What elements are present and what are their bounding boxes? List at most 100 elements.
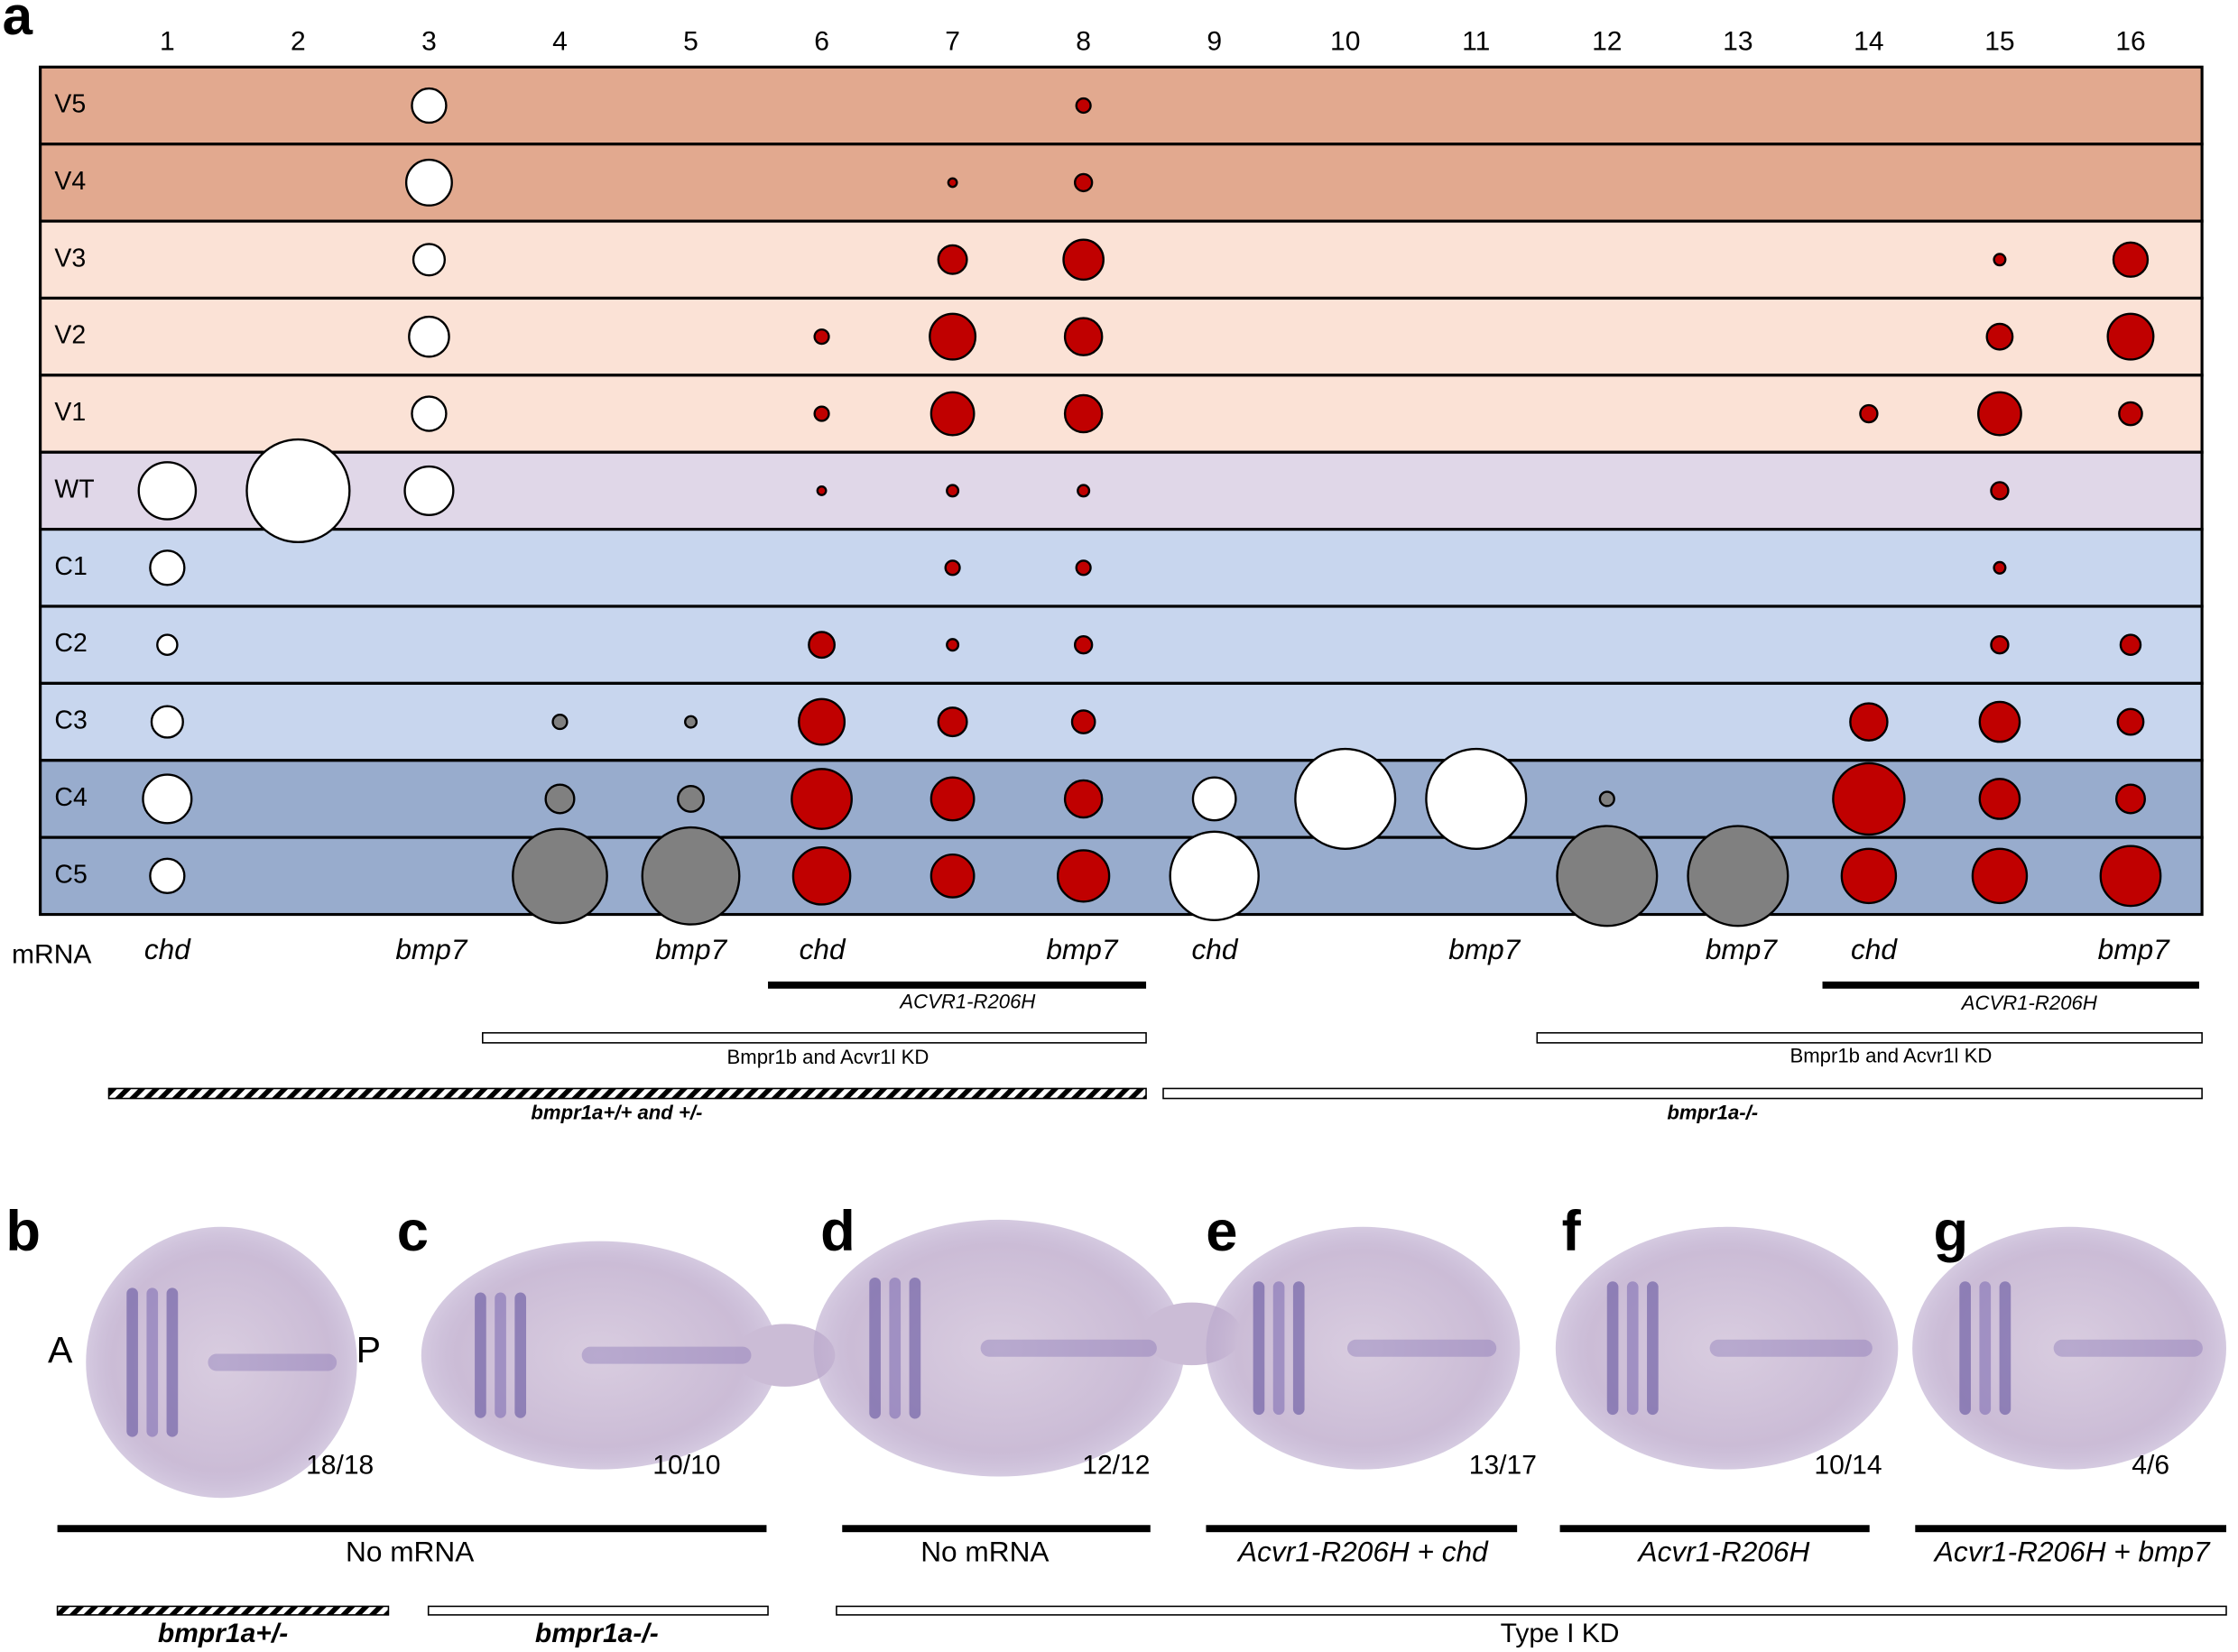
label: 13: [1723, 26, 1752, 56]
bar: [836, 1605, 2227, 1616]
label: V5: [54, 90, 86, 119]
label: chd: [1851, 933, 1898, 965]
label: 15: [1984, 26, 2014, 56]
dot: [816, 485, 828, 496]
label: bmp7: [1706, 933, 1778, 965]
label: f: [1562, 1200, 1582, 1263]
bar: [1822, 981, 2199, 989]
embryo: [1555, 1226, 1899, 1470]
label: bmpr1a-/-: [1667, 1102, 1758, 1124]
bar: [57, 1525, 767, 1533]
bar: [1206, 1525, 1518, 1533]
dot: [2118, 401, 2143, 427]
label: 12/12: [1082, 1450, 1150, 1480]
dot: [1294, 747, 1397, 850]
label: bmpr1a+/-: [158, 1619, 288, 1648]
dot: [404, 158, 453, 207]
dot: [142, 773, 193, 825]
label: d: [820, 1200, 855, 1263]
label: 8: [1076, 26, 1091, 56]
stripe: [166, 1287, 179, 1437]
dot: [412, 243, 447, 277]
dot: [684, 715, 698, 729]
label: C4: [54, 783, 87, 812]
label: 16: [2115, 26, 2145, 56]
dot: [937, 244, 968, 275]
row-band: [39, 296, 2204, 377]
dot: [1070, 709, 1096, 734]
dot: [2116, 707, 2145, 736]
label: 2: [291, 26, 306, 56]
dot: [1062, 238, 1105, 281]
dot: [1978, 778, 2021, 820]
stripe: [909, 1277, 921, 1419]
label: 6: [814, 26, 829, 56]
label: No mRNA: [346, 1535, 475, 1567]
stripe: [514, 1292, 527, 1418]
dot: [411, 87, 448, 125]
dot: [1687, 825, 1789, 928]
dot: [1075, 559, 1092, 577]
label: C5: [54, 860, 87, 889]
embryo-tail: [735, 1324, 836, 1387]
bar: [1915, 1525, 2226, 1533]
dot: [1993, 560, 2007, 575]
stripe: [495, 1292, 506, 1418]
dot: [149, 857, 186, 895]
dot: [1077, 484, 1091, 498]
stripe: [475, 1292, 486, 1418]
label: 4: [552, 26, 568, 56]
dot: [2119, 633, 2142, 656]
bar: [1536, 1031, 2203, 1044]
dot: [403, 465, 455, 516]
label: c: [397, 1200, 429, 1263]
dot: [1169, 830, 1260, 922]
dot: [245, 438, 351, 544]
label: bmpr1a-/-: [535, 1619, 659, 1648]
label: 10/10: [652, 1450, 720, 1480]
label: g: [1934, 1200, 1969, 1263]
stripe: [581, 1346, 752, 1364]
bar: [768, 981, 1147, 989]
stripe: [1346, 1339, 1497, 1357]
dot: [1056, 849, 1111, 903]
dot: [1073, 172, 1094, 193]
dot: [808, 631, 836, 660]
row-band: [39, 681, 2204, 762]
label: ACVR1-R206H: [1960, 992, 2097, 1014]
stripe: [126, 1287, 138, 1437]
label: bmp7: [395, 933, 467, 965]
dot: [1840, 847, 1898, 905]
label: chd: [1191, 933, 1238, 965]
label: WT: [54, 475, 94, 503]
dot: [791, 846, 852, 906]
dot: [1191, 776, 1237, 822]
dot: [677, 785, 705, 813]
dot: [1990, 635, 2010, 655]
bar: [427, 1605, 769, 1616]
label: V4: [54, 167, 86, 196]
label: bmp7: [1448, 933, 1521, 965]
dot: [641, 826, 741, 926]
label: Acvr1-R206H + bmp7: [1933, 1535, 2211, 1567]
dot: [137, 461, 198, 521]
dot: [1063, 779, 1104, 819]
stripe: [1647, 1281, 1659, 1416]
dot: [1075, 97, 1092, 115]
dot: [791, 768, 853, 830]
dot: [1985, 322, 2014, 351]
label: V2: [54, 321, 86, 350]
label: C1: [54, 552, 87, 581]
label: Type I KD: [1501, 1619, 1620, 1648]
stripe: [889, 1277, 902, 1419]
label: bmp7: [1046, 933, 1118, 965]
label: 13/17: [1469, 1450, 1537, 1480]
stripe: [2053, 1339, 2203, 1357]
label: 11: [1462, 26, 1490, 56]
dot: [2106, 312, 2155, 361]
dot: [1556, 825, 1659, 928]
label: bmp7: [2098, 933, 2170, 965]
dot: [408, 315, 450, 358]
label: chd: [800, 933, 846, 965]
dot: [929, 853, 976, 899]
